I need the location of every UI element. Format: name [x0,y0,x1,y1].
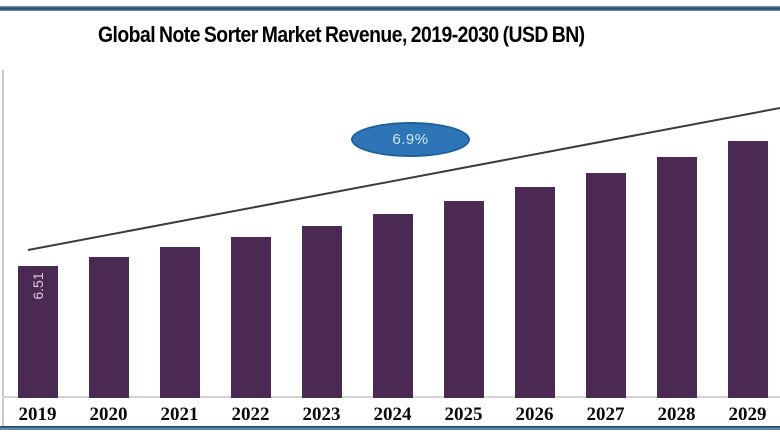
bottom-border-line [0,426,780,430]
bar-2024 [372,214,413,398]
bar-2027 [585,173,626,398]
bar-2026 [514,187,555,398]
x-tick-2020: 2020 [89,404,128,425]
x-tick-2023: 2023 [302,404,341,425]
chart-title: Global Note Sorter Market Revenue, 2019-… [98,22,585,47]
left-axis-line [2,70,4,427]
bar-2019 [17,266,58,398]
cagr-label: 6.9% [392,131,429,148]
bar-2020 [88,257,129,398]
x-tick-2022: 2022 [231,404,270,425]
bar-2023 [301,226,342,398]
x-tick-2021: 2021 [160,404,199,425]
bar-2028 [656,157,697,398]
x-tick-2026: 2026 [515,404,554,425]
x-tick-2027: 2027 [586,404,625,425]
x-tick-2028: 2028 [657,404,696,425]
bar-2025 [443,201,484,398]
x-tick-2019: 2019 [18,404,57,425]
bar-2021 [159,247,200,398]
x-tick-2029: 2029 [728,404,767,425]
bar-2022 [230,237,271,398]
x-tick-2024: 2024 [373,404,412,425]
x-tick-2025: 2025 [444,404,483,425]
bar-2029 [727,141,768,398]
cagr-badge: 6.9% [351,122,470,157]
top-border-line [0,6,780,11]
